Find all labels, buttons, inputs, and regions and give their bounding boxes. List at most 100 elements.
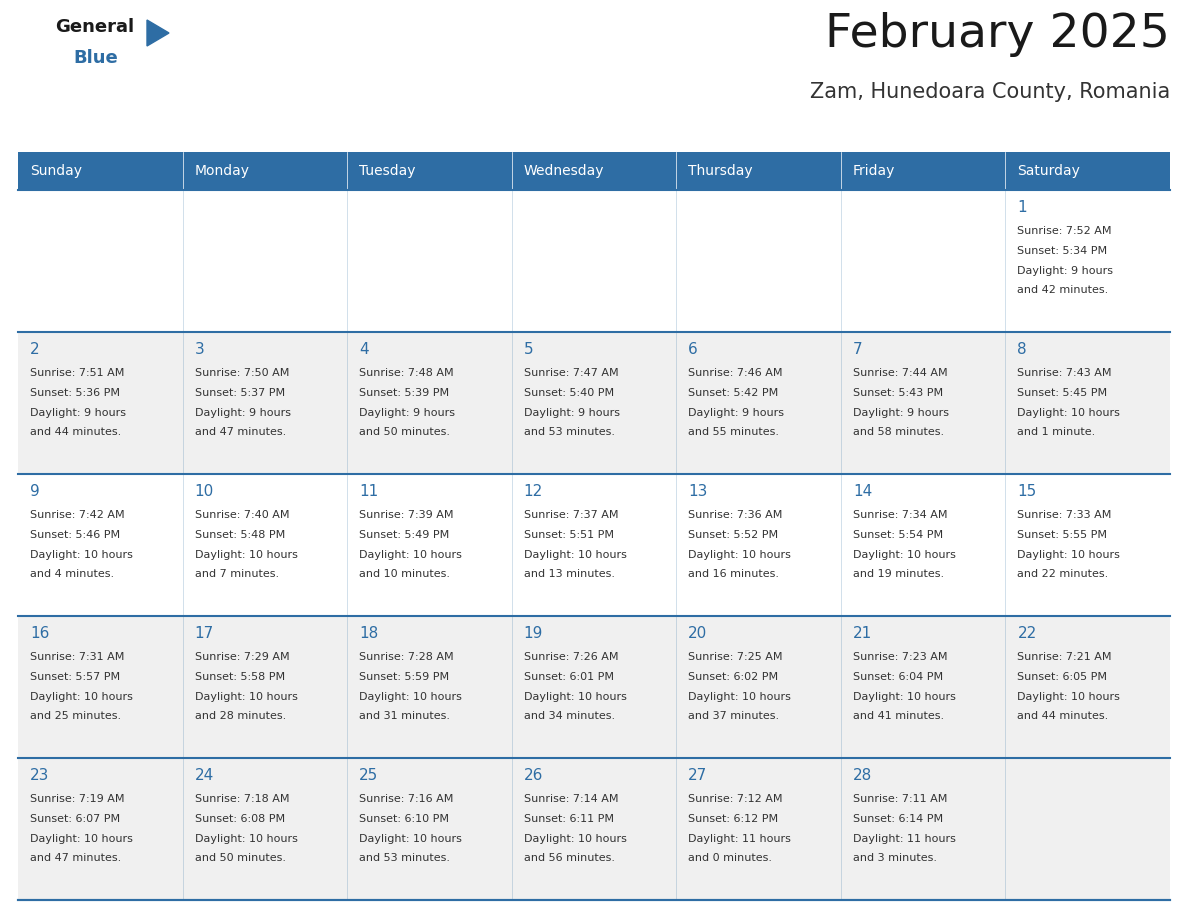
Text: Daylight: 10 hours: Daylight: 10 hours <box>853 550 955 560</box>
Text: Daylight: 10 hours: Daylight: 10 hours <box>30 691 133 701</box>
Bar <box>18 758 183 900</box>
Text: 16: 16 <box>30 626 50 641</box>
Bar <box>841 758 1005 900</box>
Text: Sunset: 5:36 PM: Sunset: 5:36 PM <box>30 387 120 397</box>
Text: Sunrise: 7:51 AM: Sunrise: 7:51 AM <box>30 368 125 378</box>
Text: Sunset: 5:39 PM: Sunset: 5:39 PM <box>359 387 449 397</box>
Text: 5: 5 <box>524 342 533 357</box>
Text: Sunrise: 7:43 AM: Sunrise: 7:43 AM <box>1017 368 1112 378</box>
Bar <box>841 474 1005 616</box>
Text: Sunrise: 7:21 AM: Sunrise: 7:21 AM <box>1017 652 1112 662</box>
Text: 25: 25 <box>359 768 379 783</box>
Bar <box>1005 190 1170 332</box>
Text: and 53 minutes.: and 53 minutes. <box>524 428 614 437</box>
Text: and 56 minutes.: and 56 minutes. <box>524 854 614 864</box>
Text: and 3 minutes.: and 3 minutes. <box>853 854 937 864</box>
Text: Daylight: 10 hours: Daylight: 10 hours <box>524 550 626 560</box>
Text: 7: 7 <box>853 342 862 357</box>
Text: Sunrise: 7:44 AM: Sunrise: 7:44 AM <box>853 368 948 378</box>
Text: Thursday: Thursday <box>688 164 753 178</box>
Text: Sunset: 5:54 PM: Sunset: 5:54 PM <box>853 530 943 540</box>
Text: Sunset: 5:48 PM: Sunset: 5:48 PM <box>195 530 285 540</box>
Text: Sunset: 6:08 PM: Sunset: 6:08 PM <box>195 813 285 823</box>
Text: Sunset: 5:40 PM: Sunset: 5:40 PM <box>524 387 614 397</box>
Text: General: General <box>55 18 134 36</box>
Text: Sunrise: 7:52 AM: Sunrise: 7:52 AM <box>1017 226 1112 236</box>
Text: 26: 26 <box>524 768 543 783</box>
Text: Sunset: 5:57 PM: Sunset: 5:57 PM <box>30 672 120 682</box>
Text: Sunrise: 7:31 AM: Sunrise: 7:31 AM <box>30 652 125 662</box>
Text: Sunrise: 7:12 AM: Sunrise: 7:12 AM <box>688 794 783 804</box>
Text: Sunday: Sunday <box>30 164 82 178</box>
Bar <box>512 332 676 474</box>
Text: 4: 4 <box>359 342 368 357</box>
Text: Daylight: 11 hours: Daylight: 11 hours <box>688 834 791 844</box>
Bar <box>347 332 512 474</box>
Text: and 47 minutes.: and 47 minutes. <box>195 428 286 437</box>
Text: 24: 24 <box>195 768 214 783</box>
Text: and 37 minutes.: and 37 minutes. <box>688 711 779 722</box>
Text: Monday: Monday <box>195 164 249 178</box>
Text: Sunset: 5:34 PM: Sunset: 5:34 PM <box>1017 246 1107 256</box>
Text: Daylight: 9 hours: Daylight: 9 hours <box>1017 265 1113 275</box>
Bar <box>1005 332 1170 474</box>
Text: and 55 minutes.: and 55 minutes. <box>688 428 779 437</box>
Bar <box>18 190 183 332</box>
Text: Sunrise: 7:14 AM: Sunrise: 7:14 AM <box>524 794 618 804</box>
Bar <box>512 616 676 758</box>
Text: Daylight: 9 hours: Daylight: 9 hours <box>853 408 949 418</box>
Text: Sunset: 5:49 PM: Sunset: 5:49 PM <box>359 530 449 540</box>
Text: February 2025: February 2025 <box>826 12 1170 57</box>
Text: and 22 minutes.: and 22 minutes. <box>1017 569 1108 579</box>
Bar <box>512 474 676 616</box>
Text: 8: 8 <box>1017 342 1028 357</box>
Text: Sunset: 5:37 PM: Sunset: 5:37 PM <box>195 387 285 397</box>
Text: and 44 minutes.: and 44 minutes. <box>30 428 121 437</box>
Text: Wednesday: Wednesday <box>524 164 605 178</box>
Text: Daylight: 10 hours: Daylight: 10 hours <box>30 834 133 844</box>
Text: Sunset: 5:45 PM: Sunset: 5:45 PM <box>1017 387 1107 397</box>
Polygon shape <box>147 20 169 46</box>
Bar <box>1005 758 1170 900</box>
Bar <box>347 190 512 332</box>
Text: Sunset: 6:10 PM: Sunset: 6:10 PM <box>359 813 449 823</box>
Text: and 13 minutes.: and 13 minutes. <box>524 569 614 579</box>
Text: Daylight: 10 hours: Daylight: 10 hours <box>30 550 133 560</box>
Text: Friday: Friday <box>853 164 896 178</box>
Text: and 28 minutes.: and 28 minutes. <box>195 711 286 722</box>
Text: and 41 minutes.: and 41 minutes. <box>853 711 944 722</box>
Text: Sunset: 5:46 PM: Sunset: 5:46 PM <box>30 530 120 540</box>
Bar <box>183 332 347 474</box>
Text: Sunrise: 7:29 AM: Sunrise: 7:29 AM <box>195 652 289 662</box>
Text: 14: 14 <box>853 484 872 499</box>
Bar <box>676 758 841 900</box>
Text: and 7 minutes.: and 7 minutes. <box>195 569 279 579</box>
Text: Sunrise: 7:34 AM: Sunrise: 7:34 AM <box>853 510 947 520</box>
Text: and 44 minutes.: and 44 minutes. <box>1017 711 1108 722</box>
Text: Daylight: 9 hours: Daylight: 9 hours <box>195 408 291 418</box>
Text: Sunrise: 7:11 AM: Sunrise: 7:11 AM <box>853 794 947 804</box>
Text: 13: 13 <box>688 484 708 499</box>
Text: Daylight: 10 hours: Daylight: 10 hours <box>1017 408 1120 418</box>
Bar <box>18 152 1170 190</box>
Text: Daylight: 10 hours: Daylight: 10 hours <box>853 691 955 701</box>
Text: Sunrise: 7:33 AM: Sunrise: 7:33 AM <box>1017 510 1112 520</box>
Text: Daylight: 9 hours: Daylight: 9 hours <box>359 408 455 418</box>
Text: Sunrise: 7:28 AM: Sunrise: 7:28 AM <box>359 652 454 662</box>
Text: Sunset: 6:05 PM: Sunset: 6:05 PM <box>1017 672 1107 682</box>
Text: Sunset: 5:52 PM: Sunset: 5:52 PM <box>688 530 778 540</box>
Text: and 42 minutes.: and 42 minutes. <box>1017 285 1108 296</box>
Text: 12: 12 <box>524 484 543 499</box>
Text: Daylight: 10 hours: Daylight: 10 hours <box>1017 550 1120 560</box>
Bar <box>183 474 347 616</box>
Text: and 19 minutes.: and 19 minutes. <box>853 569 944 579</box>
Text: Sunset: 6:04 PM: Sunset: 6:04 PM <box>853 672 943 682</box>
Text: Sunrise: 7:36 AM: Sunrise: 7:36 AM <box>688 510 783 520</box>
Text: Daylight: 9 hours: Daylight: 9 hours <box>688 408 784 418</box>
Text: 9: 9 <box>30 484 39 499</box>
Text: 2: 2 <box>30 342 39 357</box>
Bar <box>676 190 841 332</box>
Bar <box>841 616 1005 758</box>
Text: Sunrise: 7:42 AM: Sunrise: 7:42 AM <box>30 510 125 520</box>
Text: 27: 27 <box>688 768 708 783</box>
